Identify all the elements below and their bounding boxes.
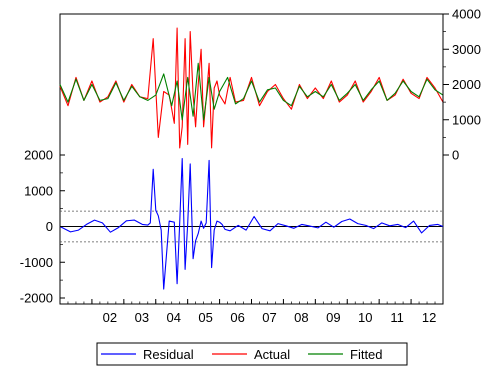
- left-tick-label-2000: 2000: [24, 148, 53, 163]
- x-tick-label-04: 04: [167, 310, 181, 325]
- plot-frame-layer: [59, 13, 444, 305]
- legend-label-fitted: Fitted: [350, 347, 383, 362]
- left-tick-label--2000: -2000: [20, 291, 53, 306]
- right-tick-label-0: 0: [452, 148, 459, 163]
- right-tick-label-3000: 3000: [452, 42, 481, 57]
- x-tick-label-05: 05: [198, 310, 212, 325]
- right-tick-label-1000: 1000: [452, 112, 481, 127]
- legend-box: [96, 342, 408, 366]
- axes-layer: 02 03 04 05 06 07 08 09 10 11 12 2000 1000 0 -1000 -200…: [20, 7, 481, 326]
- series-layer: [59, 27, 444, 290]
- plot-border: [59, 13, 444, 305]
- x-tick-label-07: 07: [262, 310, 276, 325]
- x-tick-label-10: 10: [358, 310, 372, 325]
- left-tick-label-0: 0: [46, 219, 53, 234]
- legend-label-actual: Actual: [254, 347, 290, 362]
- right-tick-label-4000: 4000: [452, 7, 481, 22]
- series-line-actual: [59, 27, 444, 149]
- legend-label-residual: Residual: [143, 347, 194, 362]
- x-tick-label-08: 08: [294, 310, 308, 325]
- x-tick-label-02: 02: [103, 310, 117, 325]
- left-tick-label-1000: 1000: [24, 183, 53, 198]
- series-line-residual: [59, 158, 444, 290]
- x-tick-label-12: 12: [422, 310, 436, 325]
- x-tick-label-09: 09: [326, 310, 340, 325]
- legend: Residual Actual Fitted: [96, 342, 408, 366]
- series-line-fitted: [59, 62, 444, 121]
- x-tick-label-11: 11: [390, 310, 404, 325]
- right-tick-label-2000: 2000: [452, 77, 481, 92]
- left-tick-label--1000: -1000: [20, 255, 53, 270]
- reference-lines-layer: [60, 210, 443, 243]
- x-tick-label-06: 06: [230, 310, 244, 325]
- x-tick-label-03: 03: [135, 310, 149, 325]
